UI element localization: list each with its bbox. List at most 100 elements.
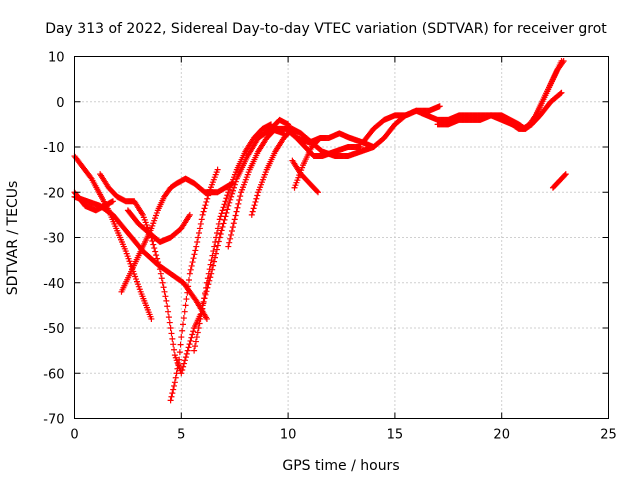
data-point bbox=[171, 346, 178, 353]
data-point bbox=[185, 283, 192, 290]
data-point bbox=[167, 397, 174, 404]
data-point bbox=[195, 229, 202, 236]
data-point bbox=[191, 347, 198, 354]
data-point bbox=[175, 361, 182, 368]
data-point bbox=[202, 291, 209, 298]
data-series bbox=[268, 116, 364, 160]
data-point bbox=[211, 258, 218, 265]
data-point bbox=[250, 205, 257, 212]
data-point bbox=[180, 315, 187, 322]
data-point bbox=[249, 208, 256, 215]
data-point bbox=[560, 58, 567, 65]
data-point bbox=[198, 310, 205, 317]
data-point bbox=[205, 281, 212, 288]
data-point bbox=[235, 200, 242, 207]
data-point bbox=[185, 344, 192, 351]
data-point bbox=[169, 390, 176, 397]
tick-labels: 0 5 10 15 20 25 10 0 -10 -20 -30 -40 -50 -60 -70 bbox=[43, 51, 617, 443]
data-point bbox=[156, 266, 163, 273]
y-tick-label: -40 bbox=[43, 277, 64, 292]
data-point bbox=[214, 242, 221, 249]
data-point bbox=[200, 298, 207, 305]
data-point bbox=[253, 195, 260, 202]
data-point bbox=[183, 296, 190, 303]
x-tick-label: 15 bbox=[387, 428, 404, 443]
data-point bbox=[201, 295, 208, 302]
data-point bbox=[220, 220, 227, 227]
data-point bbox=[221, 216, 228, 223]
data-point bbox=[157, 270, 164, 277]
data-points bbox=[71, 58, 569, 404]
data-point bbox=[215, 238, 222, 245]
data-point bbox=[217, 230, 224, 237]
data-point bbox=[109, 198, 116, 205]
data-point bbox=[562, 171, 569, 178]
data-series bbox=[191, 121, 275, 354]
data-point bbox=[212, 254, 219, 261]
data-point bbox=[151, 245, 158, 252]
data-point bbox=[168, 393, 175, 400]
data-point bbox=[226, 199, 233, 206]
y-tick-label: -10 bbox=[43, 141, 64, 156]
chart-title: Day 313 of 2022, Sidereal Day-to-day VTE… bbox=[45, 21, 607, 37]
data-point bbox=[165, 308, 172, 315]
data-point bbox=[436, 103, 443, 110]
data-series bbox=[434, 89, 565, 132]
data-series bbox=[71, 153, 155, 322]
data-point bbox=[196, 320, 203, 327]
x-tick-label: 0 bbox=[70, 428, 78, 443]
data-series bbox=[549, 171, 569, 191]
data-point bbox=[183, 350, 190, 357]
data-point bbox=[180, 321, 187, 328]
data-point bbox=[197, 315, 204, 322]
data-point bbox=[225, 243, 232, 250]
data-point bbox=[237, 193, 244, 200]
data-point bbox=[181, 357, 188, 364]
data-point bbox=[252, 198, 259, 205]
x-tick-label: 25 bbox=[600, 428, 617, 443]
data-point bbox=[223, 209, 230, 216]
data-point bbox=[193, 334, 200, 341]
data-point bbox=[230, 220, 237, 227]
x-axis-label: GPS time / hours bbox=[282, 458, 399, 474]
data-point bbox=[190, 255, 197, 262]
y-tick-label: -20 bbox=[43, 186, 64, 201]
data-point bbox=[179, 327, 186, 334]
data-point bbox=[167, 325, 174, 331]
data-point bbox=[186, 341, 193, 348]
data-point bbox=[185, 277, 192, 284]
y-tick-label: -60 bbox=[43, 367, 64, 382]
data-point bbox=[218, 227, 225, 234]
data-point bbox=[149, 238, 156, 245]
data-point bbox=[184, 347, 191, 354]
data-point bbox=[155, 259, 162, 266]
data-point bbox=[152, 248, 159, 255]
data-point bbox=[206, 277, 213, 284]
data-point bbox=[186, 211, 193, 218]
data-point bbox=[207, 274, 214, 281]
data-series bbox=[71, 193, 210, 322]
data-point bbox=[214, 225, 221, 232]
data-point bbox=[233, 208, 240, 215]
data-point bbox=[158, 275, 165, 282]
data-point bbox=[178, 334, 185, 341]
data-point bbox=[170, 386, 177, 393]
data-point bbox=[188, 262, 195, 269]
data-point bbox=[254, 192, 261, 199]
data-point bbox=[192, 247, 199, 254]
data-point bbox=[198, 216, 205, 223]
data-point bbox=[228, 228, 235, 235]
data-point bbox=[182, 354, 189, 361]
data-point bbox=[165, 314, 172, 321]
data-point bbox=[196, 225, 203, 232]
data-point bbox=[226, 239, 233, 246]
data-point bbox=[201, 205, 208, 212]
data-point bbox=[160, 284, 167, 291]
data-point bbox=[166, 319, 173, 326]
data-point bbox=[204, 284, 211, 291]
data-point bbox=[195, 234, 202, 241]
data-point bbox=[187, 337, 194, 344]
data-point bbox=[219, 207, 226, 214]
data-point bbox=[187, 266, 194, 273]
data-point bbox=[205, 192, 212, 199]
